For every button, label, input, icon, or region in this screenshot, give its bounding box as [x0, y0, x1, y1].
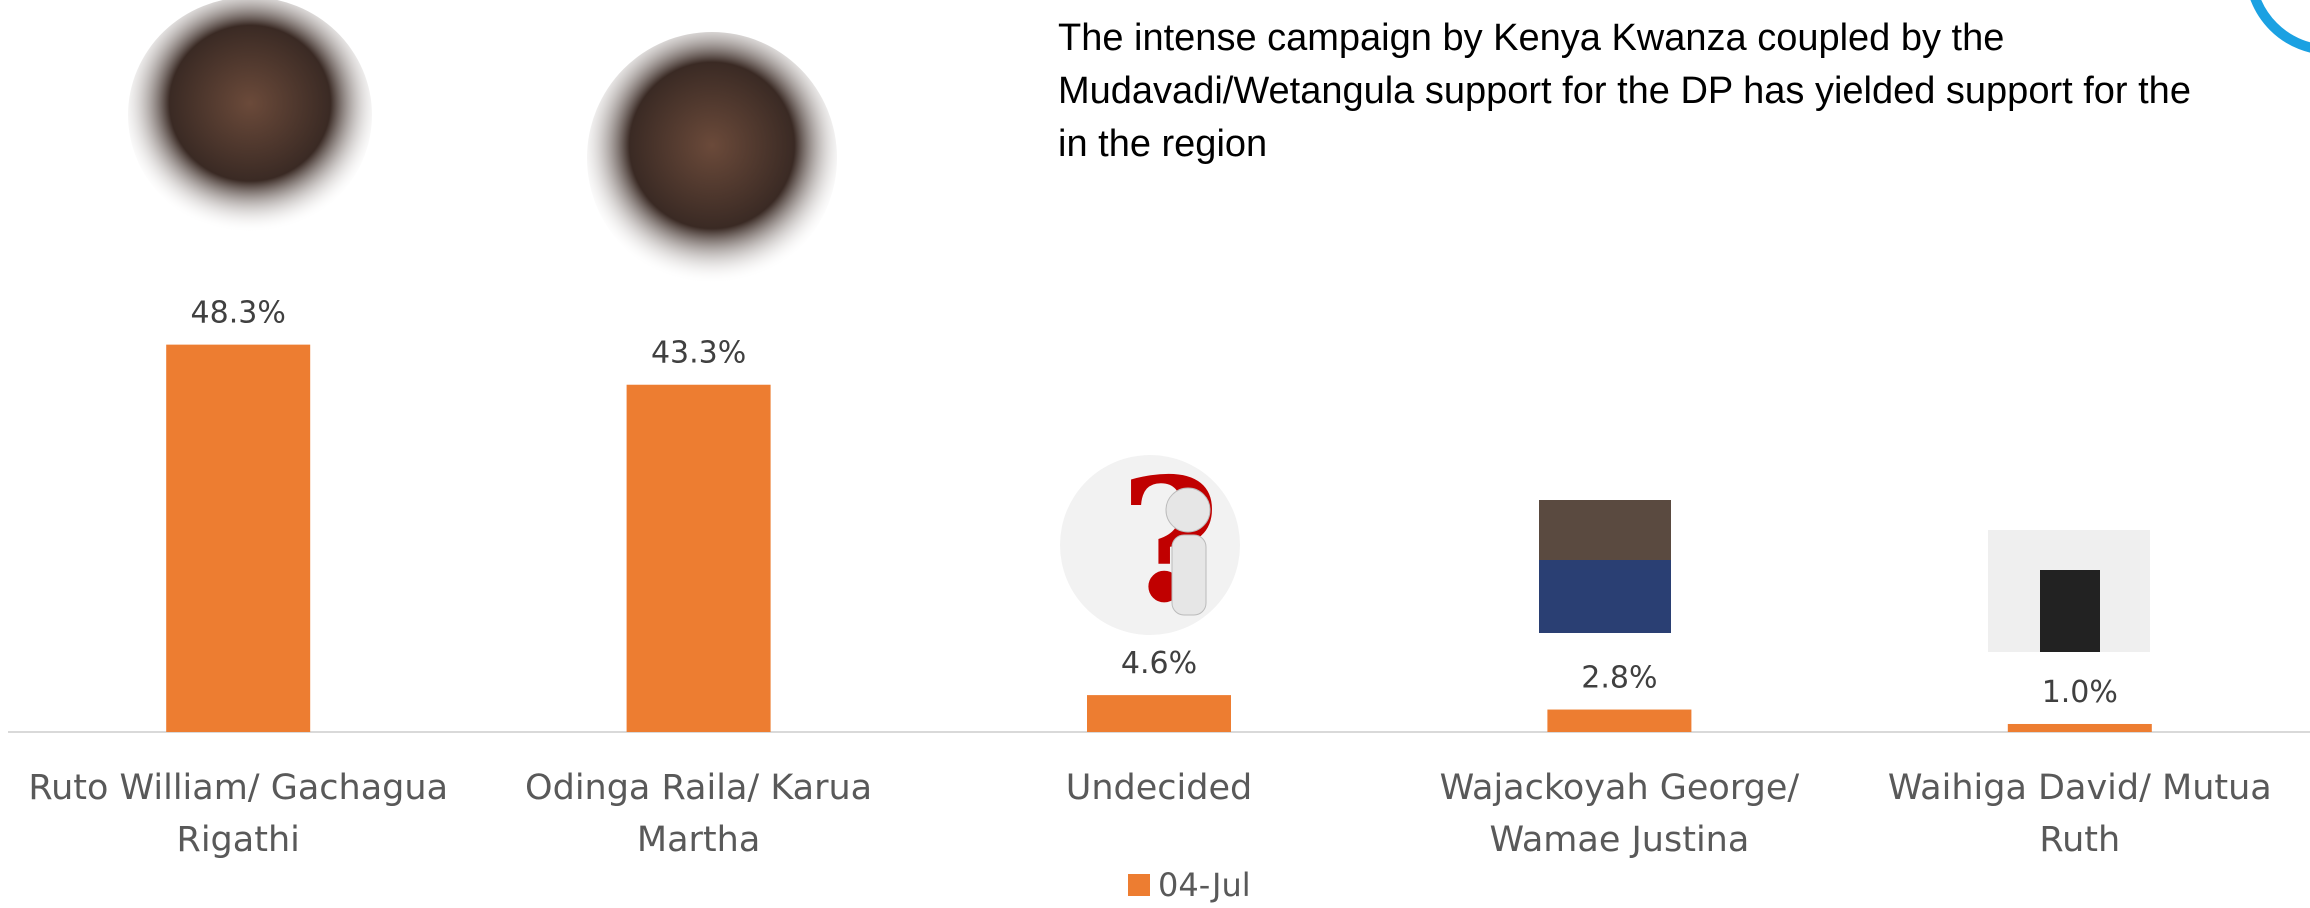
value-label: 2.8%	[1581, 661, 1657, 696]
page: ? 48.3% 43.3% 4.6% 2.8% 1.0% The intense cam…	[0, 0, 2310, 908]
logo-fragment	[2250, 0, 2310, 50]
x-tick-label: Ruto William/ Gachagua Rigathi	[8, 762, 468, 866]
candidate-photo	[587, 32, 837, 284]
annotation-line: Mudavadi/Wetangula support for the DP ha…	[1058, 65, 2191, 118]
value-label: 48.3%	[191, 296, 286, 331]
x-tick-label: Waihiga David/ Mutua Ruth	[1850, 762, 2310, 866]
value-label: 1.0%	[2042, 675, 2118, 710]
legend-swatch	[1128, 874, 1150, 896]
bar	[166, 345, 310, 732]
annotation: The intense campaign by Kenya Kwanza cou…	[1058, 12, 2191, 171]
legend-label: 04-Jul	[1158, 866, 1251, 904]
annotation-line: in the region	[1058, 118, 2191, 171]
x-tick-label: Wajackoyah George/ Wamae Justina	[1389, 762, 1849, 866]
annotation-line: The intense campaign by Kenya Kwanza cou…	[1058, 12, 2191, 65]
photo-detail	[2040, 570, 2100, 652]
value-label: 43.3%	[651, 336, 746, 371]
bar	[2008, 724, 2152, 732]
candidate-photo	[128, 0, 372, 233]
bar	[1547, 710, 1691, 732]
value-label: 4.6%	[1121, 646, 1197, 681]
question-figure: ?	[1060, 441, 1240, 641]
x-tick-label: Odinga Raila/ Karua Martha	[469, 762, 929, 866]
bar	[627, 385, 771, 732]
photo-detail	[1539, 560, 1671, 633]
x-tick-label: Undecided	[929, 762, 1389, 814]
legend: 04-Jul	[1128, 866, 1251, 904]
bar	[1087, 695, 1231, 732]
